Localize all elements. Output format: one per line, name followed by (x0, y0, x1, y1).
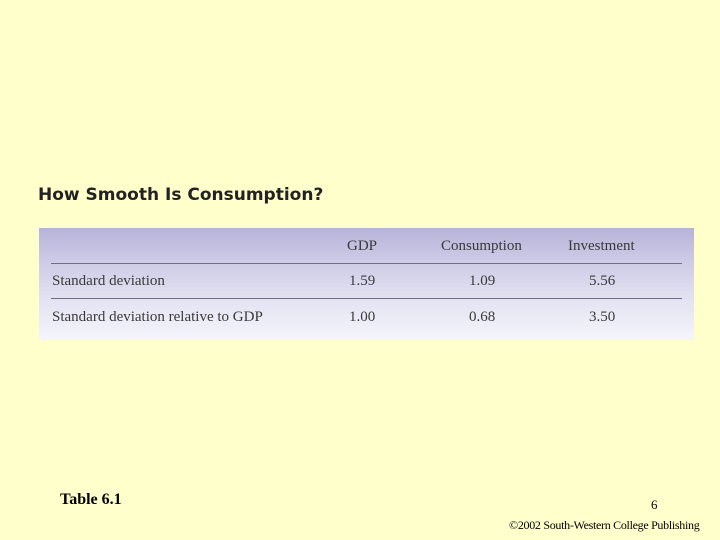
cell-consumption: 1.09 (469, 273, 496, 289)
table-title: How Smooth Is Consumption? (38, 185, 324, 205)
column-header-consumption: Consumption (441, 238, 522, 254)
data-table: GDP Consumption Investment Standard devi… (39, 228, 694, 340)
page-number: 6 (651, 497, 658, 512)
row-label-relative-to-gdp: Standard deviation relative to GDP (52, 309, 263, 325)
row-label-standard-deviation: Standard deviation (52, 273, 165, 289)
cell-investment: 3.50 (589, 309, 616, 325)
cell-gdp: 1.59 (349, 273, 376, 289)
cell-consumption: 0.68 (469, 309, 496, 325)
copyright-notice: ©2002 South-Western College Publishing (509, 518, 700, 532)
table-caption: Table 6.1 (60, 491, 122, 508)
row-divider (51, 298, 682, 299)
cell-investment: 5.56 (589, 273, 616, 289)
column-header-gdp: GDP (347, 238, 378, 254)
header-divider (51, 263, 682, 264)
column-header-investment: Investment (568, 238, 635, 254)
cell-gdp: 1.00 (349, 309, 376, 325)
